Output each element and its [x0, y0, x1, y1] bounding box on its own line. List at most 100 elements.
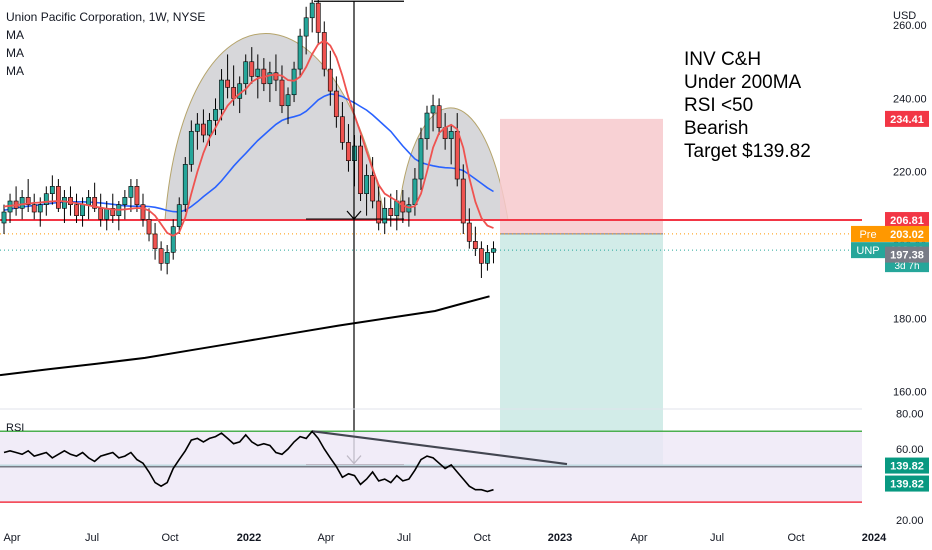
candle-body	[62, 197, 67, 209]
price-badge: 197.38	[885, 246, 929, 263]
candle-body	[249, 61, 255, 77]
candle	[478, 241, 484, 278]
symbol-title[interactable]: Union Pacific Corporation, 1W, NYSE	[6, 10, 206, 24]
candle-body	[122, 197, 128, 205]
time-tick-label: Oct	[473, 532, 490, 544]
candle	[49, 175, 55, 205]
time-tick-label: Jul	[397, 532, 411, 544]
candle-body	[182, 164, 188, 205]
badge-value: 139.82	[890, 479, 924, 491]
candle-body	[376, 200, 382, 224]
badge-value-box	[885, 246, 929, 263]
ma-mid-line	[3, 93, 494, 213]
candle	[321, 21, 327, 77]
candle	[176, 197, 182, 235]
candle-body	[80, 204, 85, 216]
candle	[249, 47, 255, 84]
candle-body	[327, 68, 333, 92]
candle-body	[255, 68, 261, 77]
time-axis[interactable]: Apr Jul Oct 2022 Apr Jul Oct 2023 Apr Jul Oct 2024	[3, 532, 887, 544]
candle-body	[146, 219, 152, 235]
candle	[207, 113, 212, 147]
candle-body	[1, 211, 7, 224]
badge-label-box	[851, 242, 885, 259]
candle-body	[346, 142, 351, 162]
candle-body	[285, 94, 291, 107]
indicator-ma-2[interactable]: MA	[6, 46, 24, 60]
candle-body	[478, 248, 484, 264]
ma-200-line	[0, 295, 490, 377]
candle-body	[164, 252, 170, 264]
candle-body	[152, 233, 158, 249]
candle-body	[394, 200, 400, 216]
candle-body	[158, 248, 164, 264]
badge-label: UNP	[856, 245, 879, 257]
price-badge: 139.82	[885, 475, 929, 492]
indicator-ma-1[interactable]: MA	[6, 28, 24, 42]
candle-body	[134, 186, 140, 205]
badge-value-box	[885, 212, 929, 229]
annotation-line: Under 200MA	[684, 72, 802, 93]
short-position-tool[interactable]	[500, 118, 663, 466]
rsi-tick-label: 20.00	[896, 515, 924, 527]
candle-body	[430, 105, 436, 114]
candle	[128, 179, 134, 213]
candle-body	[43, 193, 49, 205]
rsi-trendline	[312, 430, 568, 466]
currency-label: USD	[893, 10, 916, 22]
candle	[279, 65, 285, 114]
candle-body	[358, 145, 363, 194]
ma-short-line	[3, 39, 494, 237]
candle	[134, 179, 140, 213]
badge-countdown: 3d 7h	[894, 261, 919, 272]
candle-body	[170, 226, 176, 253]
candle-body	[412, 178, 418, 205]
text-annotation[interactable]: INV C&H Under 200MA RSI <50 Bearish Targ…	[684, 48, 811, 163]
rsi-label: RSI	[6, 422, 24, 434]
candle-body	[424, 112, 430, 140]
candle-body	[92, 197, 98, 209]
badge-value: 203.02	[890, 229, 924, 241]
candle	[140, 193, 146, 227]
chart-legend: Union Pacific Corporation, 1W, NYSE MA M…	[6, 8, 205, 80]
candle-body	[74, 204, 79, 216]
badge-value-box	[885, 110, 929, 127]
candle	[303, 6, 309, 55]
annotation-line: Target $139.82	[684, 141, 811, 162]
candlesticks[interactable]	[1, 0, 496, 278]
candle	[31, 193, 37, 220]
price-tick-label: 260.00	[893, 20, 927, 32]
candle	[491, 241, 496, 264]
candle	[430, 94, 436, 132]
candle	[376, 186, 382, 231]
candle-body	[31, 204, 37, 213]
candle	[170, 219, 176, 260]
candle	[472, 226, 478, 256]
candle-body	[454, 131, 460, 180]
candle-body	[37, 204, 43, 213]
price-badge: 206.81	[885, 212, 929, 229]
indicator-ma-3[interactable]: MA	[6, 64, 24, 78]
candle-body	[188, 131, 194, 165]
candle	[327, 50, 333, 106]
badge-label-box	[851, 225, 885, 242]
candle-body	[460, 178, 466, 224]
candle-body	[448, 131, 454, 140]
price-badge: 139.82	[885, 457, 929, 474]
candle-body	[370, 175, 376, 202]
candle-body	[466, 222, 472, 242]
time-tick-label: Apr	[317, 532, 334, 544]
candle-body	[267, 72, 273, 85]
candle-body	[273, 72, 279, 81]
candle	[358, 135, 363, 202]
time-tick-label: Oct	[161, 532, 178, 544]
candle	[201, 109, 206, 143]
candle-body	[176, 204, 182, 227]
badge-value: 139.82	[890, 461, 924, 473]
candle	[188, 120, 194, 172]
candle-body	[201, 123, 206, 136]
candle	[315, 0, 321, 44]
